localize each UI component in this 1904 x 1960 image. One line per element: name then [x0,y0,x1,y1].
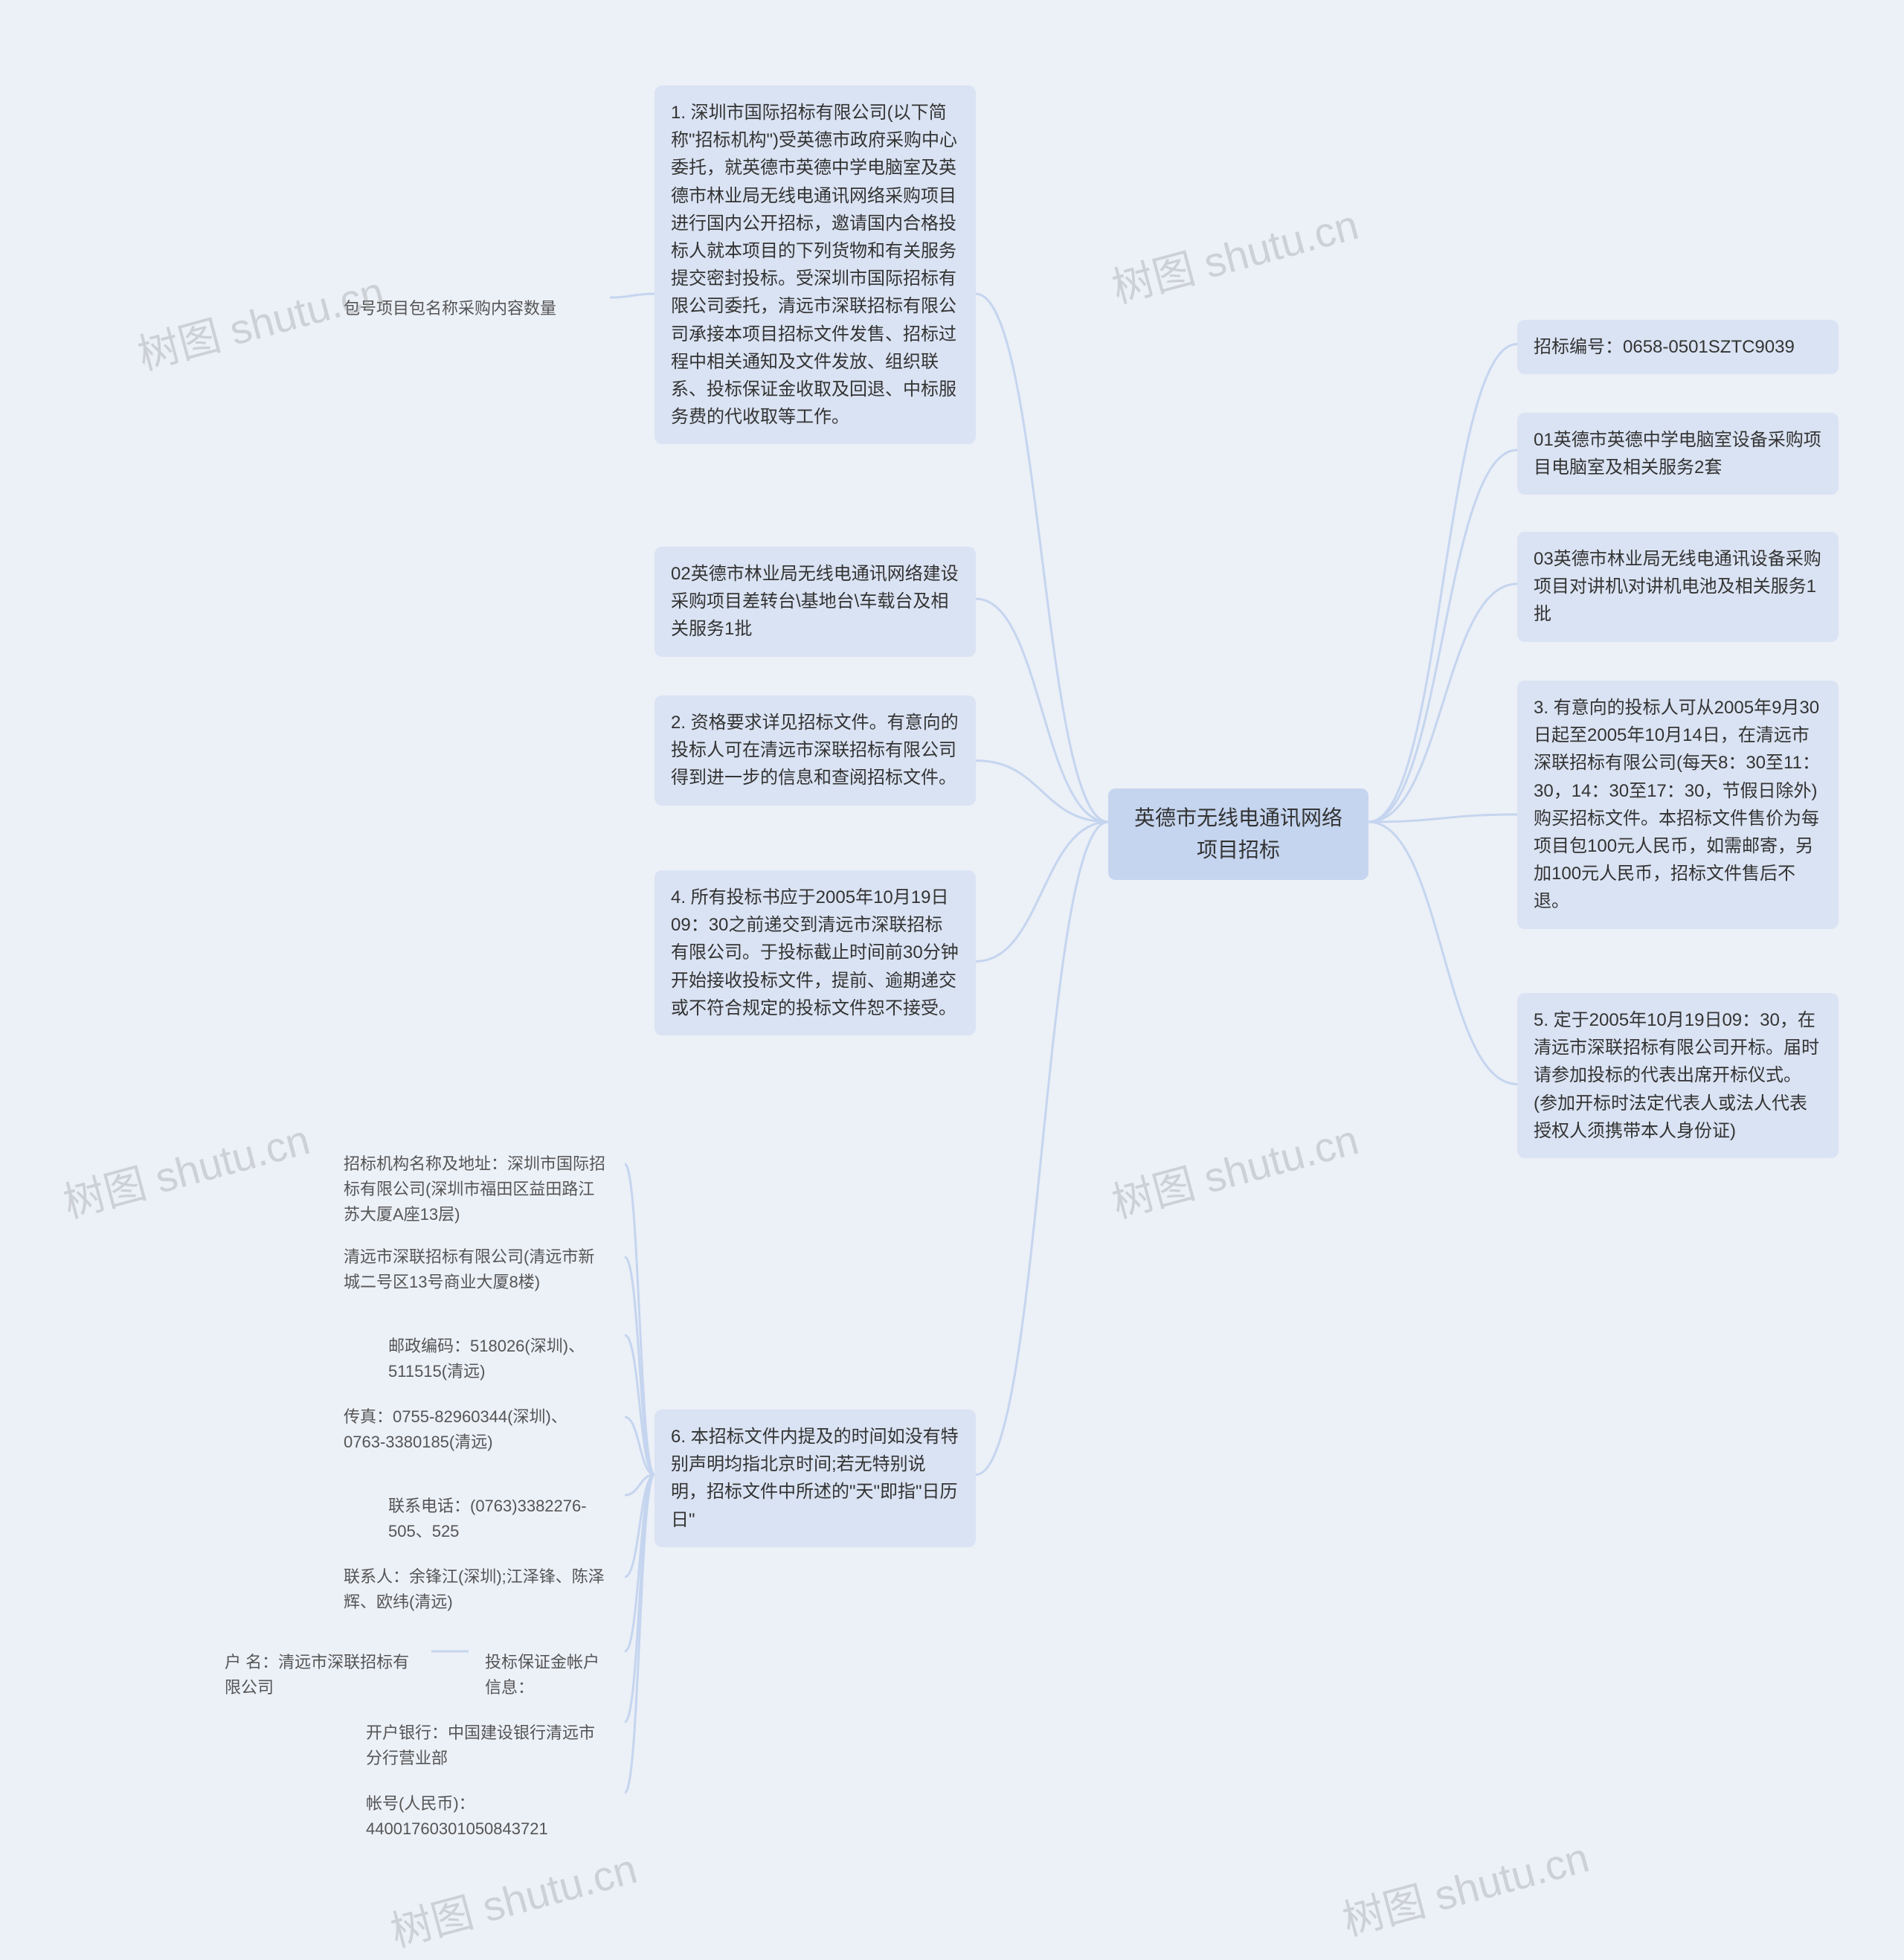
right-node-0[interactable]: 招标编号：0658-0501SZTC9039 [1517,320,1839,374]
edge-l1-l1a [610,294,654,298]
right-node-4[interactable]: 5. 定于2005年10月19日09：30，在清远市深联招标有限公司开标。届时请… [1517,993,1839,1158]
left-node-1[interactable]: 02英德市林业局无线电通讯网络建设采购项目差转台\基地台\车载台及相关服务1批 [654,547,976,657]
left-node-2[interactable]: 2. 资格要求详见招标文件。有意向的投标人可在清远市深联招标有限公司得到进一步的… [654,695,976,806]
edge-center-l3 [976,761,1108,823]
edge-center-r5 [1368,822,1517,1085]
left-node-4-child-1[interactable]: 清远市深联招标有限公司(清远市新城二号区13号商业大厦8楼) [327,1231,625,1308]
mindmap-canvas: 英德市无线电通讯网络项目招标 招标编号：0658-0501SZTC9039 01英德… [0,0,1904,1960]
left-node-4-child-5[interactable]: 联系人：余锋江(深圳);江泽锋、陈泽辉、欧纬(清远) [327,1551,625,1628]
edge-center-r2 [1368,450,1517,822]
edge-l6-c4 [625,1417,654,1475]
left-node-4-child-2[interactable]: 邮政编码：518026(深圳)、511515(清远) [372,1320,625,1398]
edge-l6-c5 [625,1475,654,1496]
edge-center-l2 [976,599,1108,822]
edge-center-l6 [976,822,1108,1475]
left-node-4-child-4[interactable]: 联系电话：(0763)3382276-505、525 [372,1480,625,1558]
left-node-3[interactable]: 4. 所有投标书应于2005年10月19日09：30之前递交到清远市深联招标有限… [654,870,976,1035]
edge-l6-c7 [625,1475,654,1652]
watermark-3: 树图 shutu.cn [1104,1106,1364,1230]
watermark-1: 树图 shutu.cn [1104,191,1364,315]
watermark-5: 树图 shutu.cn [1335,1824,1595,1947]
right-node-2[interactable]: 03英德市林业局无线电通讯设备采购项目对讲机\对讲机电池及相关服务1批 [1517,532,1839,642]
right-node-1[interactable]: 01英德市英德中学电脑室设备采购项目电脑室及相关服务2套 [1517,413,1839,495]
edge-center-r1 [1368,344,1517,823]
edge-l6-c3 [625,1335,654,1475]
edge-center-l4 [976,822,1108,962]
edge-l6-c8 [625,1475,654,1723]
left-node-0[interactable]: 1. 深圳市国际招标有限公司(以下简称"招标机构")受英德市政府采购中心委托，就… [654,86,976,444]
left-node-0-child-0[interactable]: 包号项目包名称采购内容数量 [327,283,610,335]
edge-l6-c6 [625,1475,654,1578]
edge-center-r4 [1368,814,1517,822]
edge-center-r3 [1368,584,1517,822]
edge-center-l1 [976,294,1108,822]
left-node-4-child-7[interactable]: 开户银行：中国建设银行清远市分行营业部 [350,1707,625,1784]
edge-l6-c9 [625,1475,654,1793]
watermark-2: 树图 shutu.cn [56,1106,315,1230]
right-node-3[interactable]: 3. 有意向的投标人可从2005年9月30日起至2005年10月14日，在清远市… [1517,681,1839,929]
edge-l6-c2 [625,1257,654,1475]
left-node-4[interactable]: 6. 本招标文件内提及的时间如没有特别声明均指北京时间;若无特别说明，招标文件中… [654,1410,976,1547]
left-node-4-child-8[interactable]: 帐号(人民币)：44001760301050843721 [350,1778,625,1855]
center-node[interactable]: 英德市无线电通讯网络项目招标 [1108,788,1368,880]
left-node-4-child-3[interactable]: 传真：0755-82960344(深圳)、0763-3380185(清远) [327,1391,625,1468]
left-node-4-child-0[interactable]: 招标机构名称及地址：深圳市国际招标有限公司(深圳市福田区益田路江苏大厦A座13层… [327,1138,625,1241]
left-node-4-child-6[interactable]: 投标保证金帐户信息： [469,1636,625,1714]
left-node-4-child-6-sub-0[interactable]: 户 名：清远市深联招标有限公司 [208,1636,431,1714]
edge-l6-c1 [625,1164,654,1475]
